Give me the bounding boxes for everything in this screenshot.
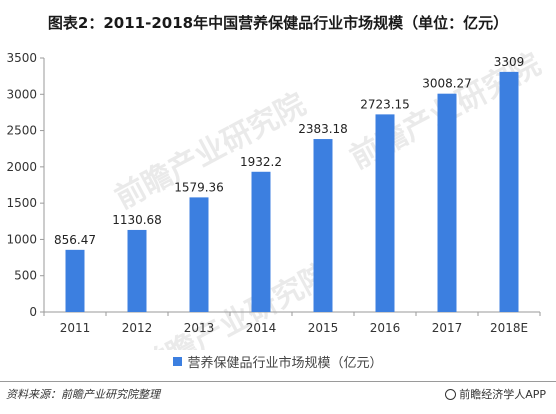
watermark-text: 前瞻产业研究院 (135, 257, 337, 350)
bar (251, 171, 271, 312)
bar (375, 114, 395, 313)
bar (437, 93, 457, 312)
data-label: 2723.15 (360, 97, 410, 111)
x-tick-label: 2011 (60, 321, 91, 335)
x-tick-label: 2015 (308, 321, 339, 335)
x-tick-label: 2016 (370, 321, 401, 335)
y-tick-label: 1500 (6, 196, 37, 210)
bar-chart: 前瞻产业研究院前瞻产业研究院前瞻产业研究院0500100015002000250… (6, 47, 546, 350)
source-note: 资料来源：前瞻产业研究院整理 (6, 388, 160, 401)
x-tick-label: 2013 (184, 321, 215, 335)
bar (499, 71, 519, 312)
y-tick-label: 2500 (6, 124, 37, 138)
brand-logo-icon (445, 389, 457, 400)
y-tick-label: 500 (14, 269, 37, 283)
watermark-text: 前瞻产业研究院 (110, 87, 312, 216)
x-tick-label: 2017 (432, 321, 463, 335)
x-tick-label: 2014 (246, 321, 277, 335)
bar (313, 139, 333, 312)
chart-title: 图表2：2011-2018年中国营养保健品行业市场规模（单位：亿元） (47, 14, 509, 32)
x-tick-label: 2012 (122, 321, 153, 335)
bar (127, 229, 147, 312)
footer-divider (0, 381, 556, 382)
brand-label: 前瞻经济学人APP (459, 388, 546, 401)
brand-credit: 前瞻经济学人APP (445, 386, 546, 402)
data-label: 3309 (494, 55, 525, 69)
data-label: 3008.27 (422, 77, 472, 91)
chart-legend: 营养保健品行业市场规模（亿元） (0, 352, 556, 371)
y-tick-label: 3000 (6, 87, 37, 101)
data-label: 1130.68 (112, 213, 162, 227)
data-label: 2383.18 (298, 122, 348, 136)
bar (189, 197, 209, 312)
data-label: 1932.2 (240, 155, 282, 169)
y-tick-label: 2000 (6, 160, 37, 174)
legend-swatch (173, 357, 183, 366)
bar (65, 249, 85, 312)
data-label: 1579.36 (174, 180, 224, 194)
x-tick-label: 2018E (490, 321, 528, 335)
y-tick-label: 0 (29, 305, 37, 319)
y-tick-label: 3500 (6, 51, 37, 65)
y-tick-label: 1000 (6, 232, 37, 246)
legend-label: 营养保健品行业市场规模（亿元） (187, 356, 383, 371)
data-label: 856.47 (54, 233, 96, 247)
